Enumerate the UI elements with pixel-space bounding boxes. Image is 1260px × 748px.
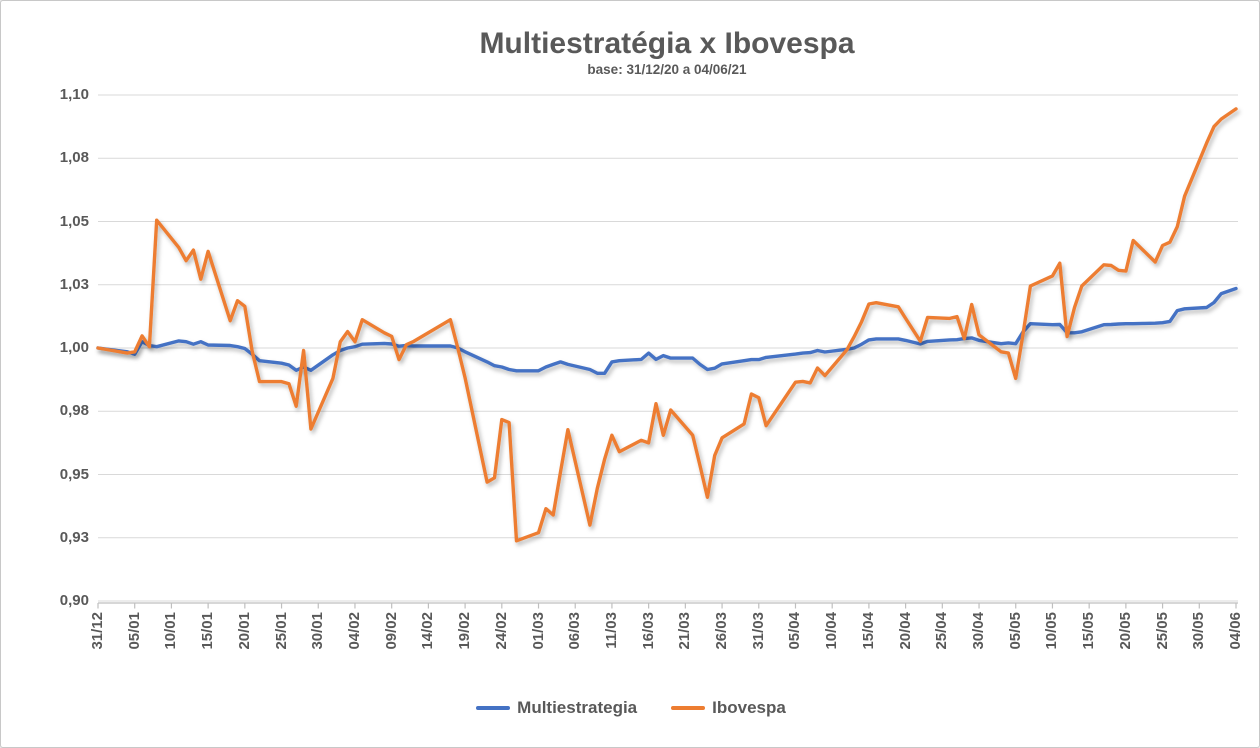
x-tick-label: 30/01 xyxy=(309,612,327,650)
x-tick-label: 10/05 xyxy=(1043,612,1061,650)
y-tick-label: 1,10 xyxy=(59,86,89,103)
y-tick-label: 1,05 xyxy=(59,212,89,230)
series-line-ibovespa xyxy=(96,107,1238,543)
series-line-multiestrategia xyxy=(96,286,1238,375)
x-tick-label: 05/01 xyxy=(125,612,143,650)
x-tick-label: 10/01 xyxy=(162,612,180,650)
x-tick-label: 25/05 xyxy=(1153,612,1171,650)
chart-subtitle: base: 31/12/20 a 04/06/21 xyxy=(587,62,747,77)
x-tick-label: 24/02 xyxy=(492,612,510,650)
x-tick-label: 04/02 xyxy=(345,612,363,650)
x-tick-label: 15/04 xyxy=(859,612,877,650)
x-tick-label: 15/01 xyxy=(199,612,217,650)
x-tick-label: 20/05 xyxy=(1116,612,1134,650)
legend-item-ibovespa[interactable]: Ibovespa xyxy=(671,698,786,718)
x-tick-label: 30/05 xyxy=(1190,612,1208,650)
x-tick-label: 25/01 xyxy=(272,612,290,650)
y-tick-label: 1,00 xyxy=(59,339,89,356)
x-tick-label: 31/03 xyxy=(749,612,767,650)
x-tick-label: 14/02 xyxy=(419,612,437,650)
y-tick-label: 0,90 xyxy=(59,592,89,609)
legend-item-multiestrategia[interactable]: Multiestrategia xyxy=(476,698,637,718)
x-tick-label: 21/03 xyxy=(676,612,694,650)
x-tick-label: 05/04 xyxy=(786,612,804,650)
x-tick-label: 06/03 xyxy=(566,612,584,650)
x-tick-label: 04/06 xyxy=(1227,612,1244,650)
x-tick-label: 09/02 xyxy=(382,612,400,650)
legend-line-swatch-ibovespa xyxy=(671,705,706,711)
y-tick-label: 1,03 xyxy=(59,275,89,293)
x-tick-label: 31/12 xyxy=(89,612,106,650)
x-tick-label: 15/05 xyxy=(1080,612,1098,650)
chart-title: Multiestratégia x Ibovespa xyxy=(479,27,855,60)
y-tick-label: 1,08 xyxy=(59,149,89,167)
x-tick-label: 16/03 xyxy=(639,612,657,650)
x-tick-label: 19/02 xyxy=(456,612,474,650)
x-tick-label: 10/04 xyxy=(823,612,841,650)
x-tick-label: 11/03 xyxy=(602,612,620,649)
legend-label-multiestrategia: Multiestrategia xyxy=(517,698,638,717)
y-tick-label: 0,95 xyxy=(59,465,89,483)
legend-label-ibovespa: Ibovespa xyxy=(712,698,786,717)
legend-line-swatch-multiestrategia xyxy=(476,705,511,711)
legend: Multiestrategia Ibovespa xyxy=(1,693,1259,723)
x-tick-label: 26/03 xyxy=(713,612,731,650)
y-tick-label: 0,93 xyxy=(59,528,89,546)
y-tick-label: 0,98 xyxy=(59,402,89,420)
x-tick-label: 01/03 xyxy=(529,612,547,650)
x-tick-label: 30/04 xyxy=(970,612,988,650)
x-tick-label: 05/05 xyxy=(1006,612,1024,650)
x-tick-label: 20/04 xyxy=(896,612,914,650)
x-tick-label: 25/04 xyxy=(933,612,951,650)
x-tick-label: 20/01 xyxy=(235,612,253,650)
